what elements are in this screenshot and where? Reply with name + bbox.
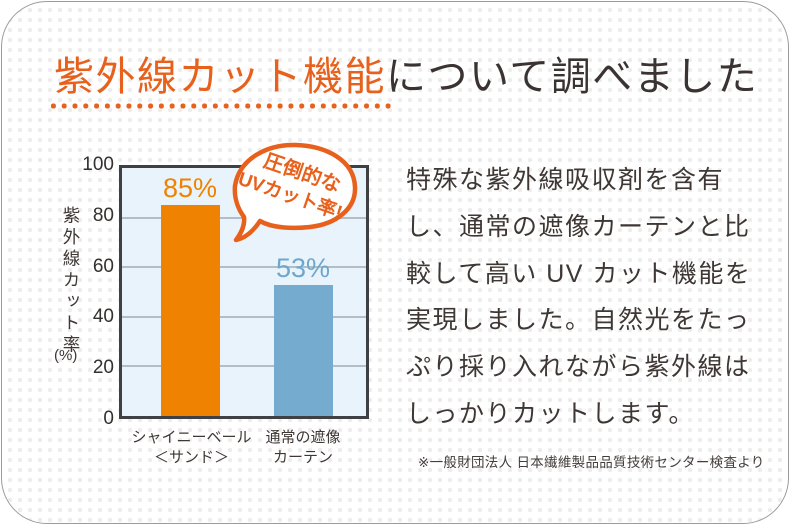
- x-label-shiny-veil: シャイニーベール ＜サンド＞: [119, 428, 264, 468]
- speech-bubble-outline: [232, 142, 358, 243]
- bar-value-label-85: 85%: [162, 173, 218, 204]
- page-title: 紫外線カット機能について調べました: [54, 48, 758, 106]
- y-axis-unit: (%): [54, 347, 78, 364]
- description-line: 特殊な紫外線吸収剤を含有: [406, 166, 725, 194]
- footnote: ※一般財団法人 日本繊維製品品質技術センター検査より: [418, 455, 765, 470]
- title-accent: 紫外線カット機能: [54, 55, 386, 99]
- x-label-line: 通常の遮像: [265, 429, 341, 446]
- y-tick-60: 60: [92, 255, 114, 277]
- y-tick-40: 40: [92, 306, 114, 328]
- bar-shiny-veil: [161, 205, 220, 416]
- description-text: 特殊な紫外線吸収剤を含有 し、通常の遮像カーテンと比 較して高い UV カット機…: [406, 157, 778, 438]
- x-label-normal-curtain: 通常の遮像 カーテン: [231, 428, 375, 468]
- bar-chart-plot-area: 85% 53%: [119, 165, 369, 419]
- y-tick-80: 80: [92, 204, 114, 226]
- y-tick-0: 0: [103, 408, 114, 429]
- description-line: ぷり採り入れながら紫外線は: [406, 353, 751, 382]
- description-line: 較して高い UV カット機能を: [406, 259, 752, 288]
- x-label-line: カーテン: [272, 449, 333, 466]
- title-dotted-underline: [48, 103, 393, 109]
- description-line: 実現しました。自然光をたっ: [406, 306, 751, 335]
- bar-normal-curtain: [274, 284, 333, 416]
- gridline-20: [122, 365, 366, 368]
- y-tick-20: 20: [92, 357, 114, 379]
- x-label-line: シャイニーベール: [131, 429, 252, 446]
- gridline-60: [122, 266, 366, 269]
- bar-value-label-53: 53%: [275, 252, 331, 283]
- gridline-40: [122, 315, 366, 318]
- x-label-line: ＜サンド＞: [153, 449, 229, 466]
- y-tick-100: 100: [82, 154, 114, 175]
- description-line: しっかりカットします。: [406, 399, 696, 428]
- description-line: し、通常の遮像カーテンと比: [406, 212, 751, 241]
- title-rest: について調べました: [386, 55, 759, 99]
- y-axis-title: 紫外線カット率: [61, 206, 81, 357]
- speech-bubble: 圧倒的な UVカット率!: [232, 142, 358, 243]
